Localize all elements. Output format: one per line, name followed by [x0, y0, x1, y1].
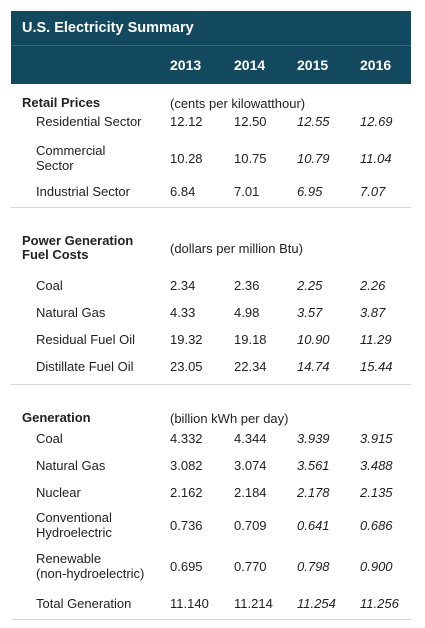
- section-heading-text: Generation: [22, 410, 91, 425]
- cell-2014: 3.074: [234, 457, 267, 473]
- cell-2013: 19.32: [170, 331, 203, 347]
- row-label: Industrial Sector: [36, 183, 130, 199]
- table-body: Retail Prices (cents per kilowatthour) Res…: [11, 84, 411, 624]
- cell-2015: 11.254: [297, 595, 336, 611]
- cell-2016: 2.135: [360, 484, 393, 500]
- section-unit: (cents per kilowatthour): [170, 96, 306, 111]
- year-header-2014: 2014: [234, 57, 266, 73]
- section-heading-text: Retail Prices: [22, 95, 101, 110]
- row-label: Total Generation: [36, 595, 132, 611]
- cell-2015: 2.178: [297, 484, 330, 500]
- table-title: U.S. Electricity Summary: [11, 11, 411, 45]
- cell-2016: 0.686: [360, 517, 393, 533]
- year-header-2013: 2013: [170, 57, 202, 73]
- cell-2013: 4.33: [170, 304, 196, 320]
- cell-2015: 0.798: [297, 558, 330, 574]
- row-label: Coal: [36, 430, 63, 446]
- section-unit: (dollars per million Btu): [170, 241, 303, 256]
- cell-2013: 23.05: [170, 358, 203, 374]
- cell-2014: 0.709: [234, 517, 267, 533]
- cell-2015: 3.939: [297, 430, 330, 446]
- cell-2015: 2.25: [297, 277, 323, 293]
- cell-2014: 11.214: [234, 595, 273, 611]
- cell-2013: 0.695: [170, 558, 203, 574]
- cell-2014: 4.344: [234, 430, 267, 446]
- cell-2015: 10.79: [297, 150, 330, 166]
- row-label: Coal: [36, 277, 63, 293]
- section-divider: [11, 207, 411, 208]
- cell-2016: 0.900: [360, 558, 393, 574]
- table-title-text: U.S. Electricity Summary: [22, 20, 194, 36]
- cell-2014: 22.34: [234, 358, 267, 374]
- cell-2015: 10.90: [297, 331, 330, 347]
- cell-2016: 3.915: [360, 430, 393, 446]
- cell-2014: 19.18: [234, 331, 267, 347]
- section-unit: (billion kWh per day): [170, 411, 289, 426]
- row-label: Commercial Sector: [36, 143, 106, 173]
- cell-2014: 2.36: [234, 277, 260, 293]
- row-label: Natural Gas: [36, 457, 106, 473]
- cell-2015: 14.74: [297, 358, 330, 374]
- cell-2014: 10.75: [234, 150, 267, 166]
- cell-2013: 12.12: [170, 113, 203, 129]
- cell-2014: 7.01: [234, 183, 260, 199]
- cell-2016: 3.488: [360, 457, 393, 473]
- cell-2015: 12.55: [297, 113, 330, 129]
- section-divider: [11, 619, 411, 620]
- cell-2013: 2.34: [170, 277, 196, 293]
- cell-2014: 2.184: [234, 484, 267, 500]
- cell-2013: 10.28: [170, 150, 203, 166]
- cell-2015: 6.95: [297, 183, 323, 199]
- year-header-2015: 2015: [297, 57, 329, 73]
- year-header-row: 2013 2014 2015 2016: [11, 45, 411, 84]
- electricity-summary-table: U.S. Electricity Summary 2013 2014 2015 …: [11, 11, 411, 624]
- cell-2016: 11.04: [360, 150, 392, 166]
- cell-2014: 4.98: [234, 304, 260, 320]
- cell-2015: 3.561: [297, 457, 330, 473]
- cell-2016: 12.69: [360, 113, 393, 129]
- cell-2015: 0.641: [297, 517, 330, 533]
- row-label: Distillate Fuel Oil: [36, 358, 134, 374]
- section-heading: Generation: [22, 411, 172, 425]
- cell-2015: 3.57: [297, 304, 323, 320]
- cell-2013: 3.082: [170, 457, 203, 473]
- cell-2016: 11.256: [360, 595, 399, 611]
- row-label: Renewable (non-hydroelectric): [36, 551, 145, 581]
- cell-2016: 2.26: [360, 277, 386, 293]
- cell-2016: 3.87: [360, 304, 386, 320]
- section-divider: [11, 384, 411, 385]
- section-heading: Retail Prices: [22, 96, 172, 110]
- row-label: Nuclear: [36, 484, 81, 500]
- cell-2013: 6.84: [170, 183, 196, 199]
- section-heading: Power Generation Fuel Costs: [22, 234, 172, 262]
- section-heading-text: Power Generation Fuel Costs: [22, 233, 134, 262]
- year-header-2016: 2016: [360, 57, 392, 73]
- cell-2016: 7.07: [360, 183, 386, 199]
- row-label: Residual Fuel Oil: [36, 331, 135, 347]
- cell-2016: 15.44: [360, 358, 393, 374]
- cell-2016: 11.29: [360, 331, 392, 347]
- row-label: Residential Sector: [36, 113, 142, 129]
- cell-2014: 0.770: [234, 558, 267, 574]
- row-label: Conventional Hydroelectric: [36, 510, 112, 540]
- cell-2013: 2.162: [170, 484, 203, 500]
- cell-2013: 0.736: [170, 517, 203, 533]
- cell-2013: 4.332: [170, 430, 203, 446]
- cell-2014: 12.50: [234, 113, 267, 129]
- row-label: Natural Gas: [36, 304, 106, 320]
- cell-2013: 11.140: [170, 595, 209, 611]
